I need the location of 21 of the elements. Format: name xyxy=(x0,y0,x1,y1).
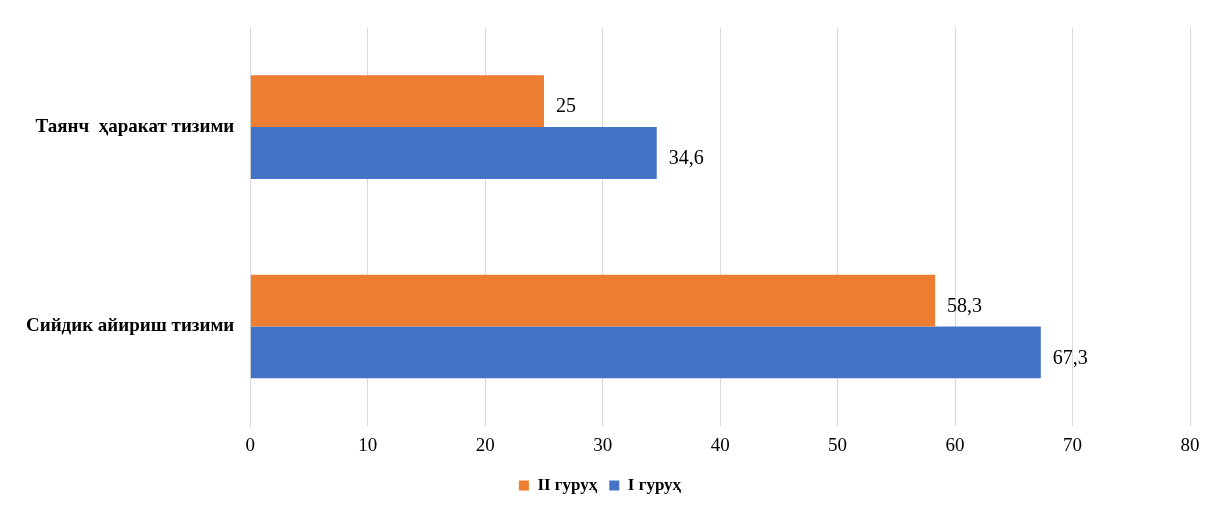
x-tick-label: 40 xyxy=(710,433,730,455)
data-label: 58,3 xyxy=(947,293,983,316)
x-tick-label: 30 xyxy=(593,433,613,455)
x-tick-label: 10 xyxy=(358,433,378,455)
y-tick-label: Таянч ҳаракат тизими xyxy=(35,115,235,137)
x-tick-label: 80 xyxy=(1180,433,1200,455)
bar xyxy=(250,326,1041,379)
bar xyxy=(250,127,657,179)
legend-label: I гуруҳ xyxy=(627,474,682,494)
data-label: 67,3 xyxy=(1052,345,1088,368)
data-label: 34,6 xyxy=(668,146,704,169)
bar xyxy=(250,274,936,327)
x-tick-label: 60 xyxy=(945,433,965,455)
x-tick-label: 20 xyxy=(475,433,495,455)
bar xyxy=(250,75,544,128)
x-tick-label: 0 xyxy=(245,433,256,455)
x-tick-label: 50 xyxy=(828,433,848,455)
data-label: 25 xyxy=(555,94,576,117)
x-tick-label: 70 xyxy=(1063,433,1083,455)
y-tick-label: Сийдик айириш тизими xyxy=(25,314,235,336)
legend-label: II гуруҳ xyxy=(537,474,598,494)
